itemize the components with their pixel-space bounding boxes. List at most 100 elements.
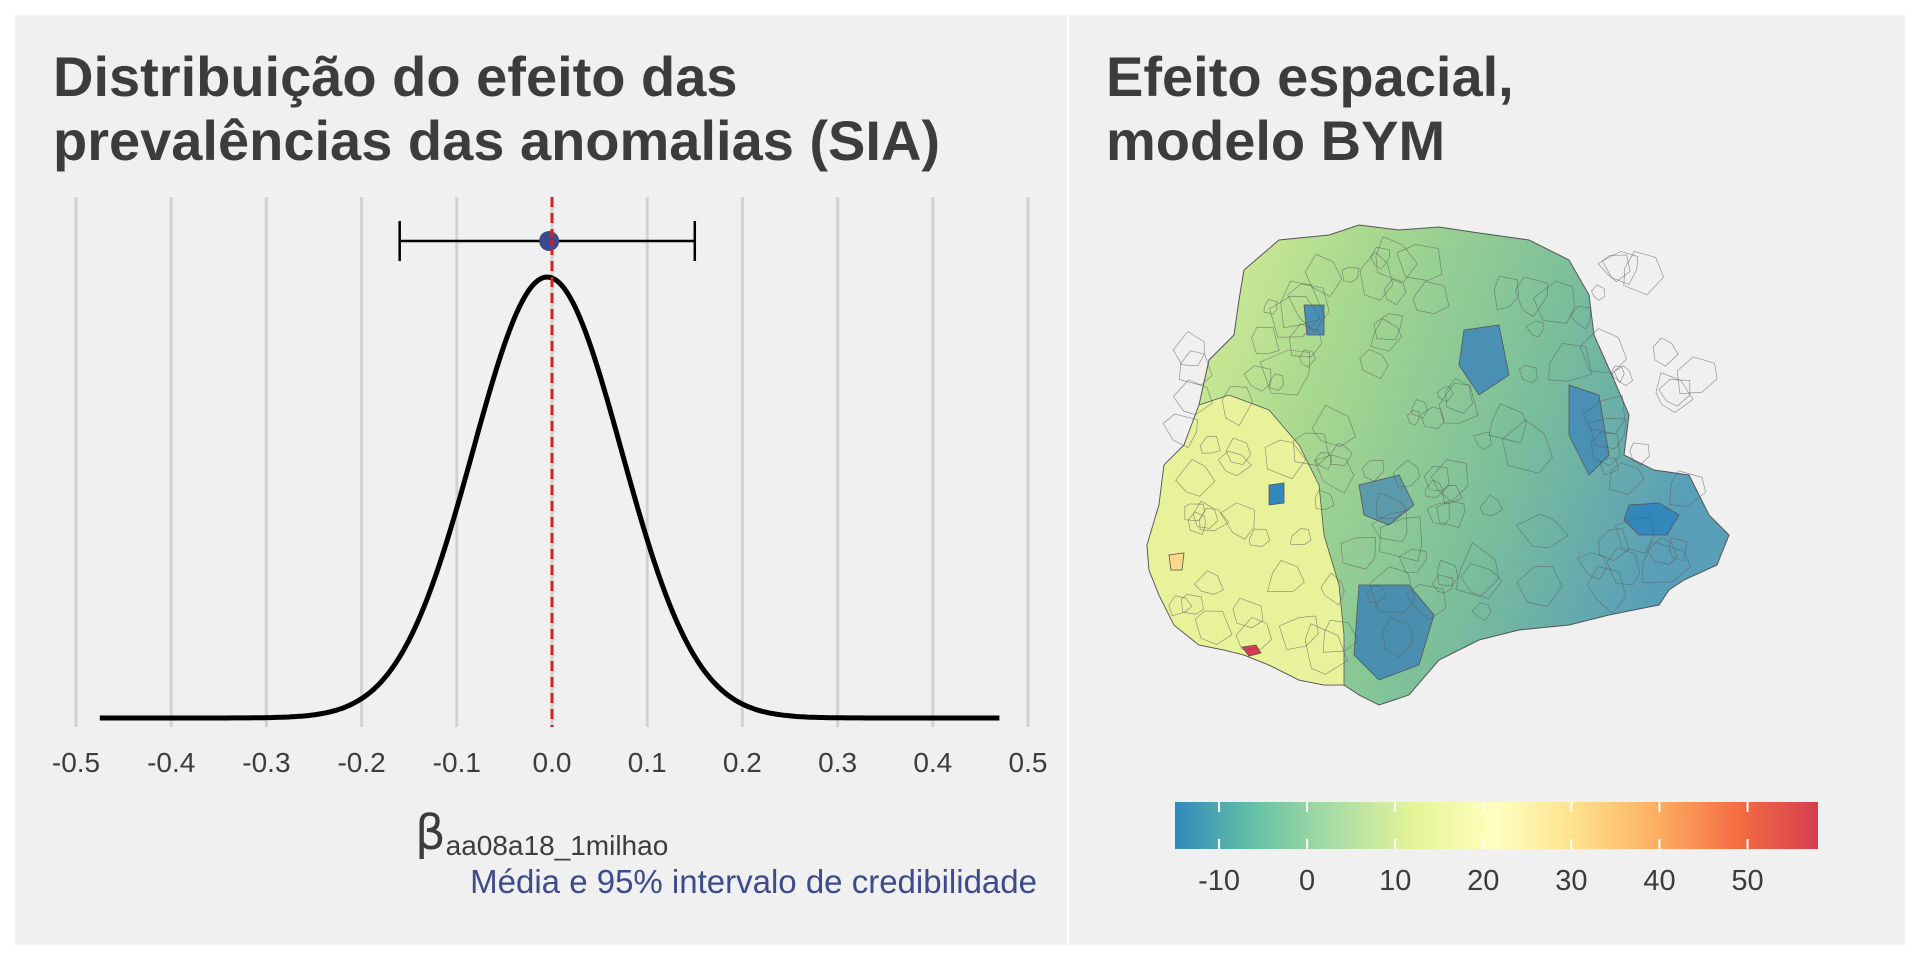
municipality-border <box>1172 331 1205 367</box>
left-chart-title: Distribuição do efeito das prevalências … <box>53 45 940 173</box>
municipality-border <box>1455 542 1500 597</box>
x-tick-label: 0.1 <box>628 747 667 778</box>
municipality-border <box>1340 537 1377 570</box>
municipality-border <box>1192 500 1219 529</box>
red-patch <box>1241 644 1262 657</box>
right-panel: Efeito espacial, modelo BYM <box>1069 15 1905 945</box>
municipality-border <box>1314 489 1335 511</box>
municipality-border <box>1311 405 1356 447</box>
municipality-border <box>1181 593 1204 615</box>
municipality-border <box>1392 459 1421 488</box>
municipality-border <box>1251 326 1280 355</box>
municipality-border <box>1601 251 1639 285</box>
x-tick-label: -0.1 <box>433 747 481 778</box>
mean-point <box>539 231 560 251</box>
municipality-border <box>1548 343 1593 382</box>
municipality-border <box>1370 246 1390 270</box>
municipality-border <box>1655 372 1694 413</box>
density-curve-group <box>99 274 1000 721</box>
blue-patch-south <box>1353 584 1435 681</box>
x-tick-labels: -0.5 -0.4 -0.3 -0.2 -0.1 0.0 0.1 0.2 0.3 0.4 0.5 <box>52 747 1048 778</box>
municipality-border <box>1382 617 1414 658</box>
x-tick-label: -0.4 <box>147 747 195 778</box>
municipality-border <box>1194 610 1233 645</box>
municipality-border <box>1598 527 1630 561</box>
colorbar-tick-label: 50 <box>1731 865 1763 897</box>
x-tick-label: 0.0 <box>533 747 572 778</box>
municipality-border <box>1194 570 1224 595</box>
municipality-border <box>1569 305 1591 330</box>
municipality-border <box>1432 574 1454 594</box>
municipality-border <box>1225 437 1252 465</box>
municipality-border <box>1269 295 1321 338</box>
municipality-border <box>1330 443 1353 466</box>
municipality-border <box>1488 403 1527 444</box>
municipality-border <box>1436 500 1465 528</box>
municipality-border <box>1232 597 1264 629</box>
municipality-border <box>1515 513 1569 549</box>
municipality-border <box>1184 503 1205 522</box>
municipality-border <box>1583 395 1626 435</box>
municipality-border <box>1314 454 1355 494</box>
municipality-border <box>1441 485 1463 505</box>
municipality-border <box>1597 254 1631 282</box>
municipality-border <box>1652 337 1679 367</box>
municipality-border <box>1406 410 1420 426</box>
municipality-border <box>1299 349 1316 368</box>
municipality-border <box>1588 418 1626 450</box>
municipality-border <box>1278 615 1319 651</box>
municipality-border <box>1359 251 1394 301</box>
right-title-line-1: Efeito espacial, <box>1106 45 1514 108</box>
municipality-border <box>1287 283 1330 333</box>
density-plot: -0.5 -0.4 -0.3 -0.2 -0.1 0.0 0.1 0.2 0.3 0.4 0.5 <box>52 197 1048 778</box>
municipality-border <box>1172 379 1213 416</box>
colorbar-tick-label: 10 <box>1379 865 1411 897</box>
municipality-border <box>1472 431 1492 451</box>
colorbar-tick-label: -10 <box>1198 865 1240 897</box>
municipality-border <box>1179 350 1213 386</box>
choropleth-map: -10 0 10 20 30 40 50 <box>1146 224 1818 897</box>
municipality-border <box>1264 439 1306 480</box>
municipality-border <box>1162 413 1198 448</box>
left-title-line-1: Distribuição do efeito das <box>53 45 738 108</box>
municipality-border <box>1243 365 1272 392</box>
western-region <box>1146 394 1345 686</box>
blue-patch-mid <box>1268 482 1285 506</box>
municipality-border <box>1412 281 1450 315</box>
municipality-border <box>1676 356 1718 394</box>
municipality-border <box>1398 548 1427 573</box>
left-title-line-2: prevalências das anomalias (SIA) <box>53 109 941 172</box>
municipality-border <box>1293 432 1330 466</box>
municipality-border <box>1383 278 1407 306</box>
municipality-borders <box>1162 236 1718 675</box>
municipality-border <box>1175 458 1216 497</box>
municipality-border <box>1168 595 1193 617</box>
colorbar <box>1175 802 1818 849</box>
municipality-border <box>1268 373 1284 391</box>
municipality-border <box>1405 584 1447 620</box>
municipality-border <box>1608 462 1645 496</box>
municipality-border <box>1501 419 1553 474</box>
municipality-border <box>1259 349 1311 396</box>
municipality-border <box>1642 541 1691 583</box>
municipality-border <box>1320 572 1345 606</box>
municipality-border <box>1369 566 1416 613</box>
municipality-border <box>1430 459 1469 503</box>
municipality-border <box>1533 280 1575 324</box>
municipality-border <box>1629 442 1650 466</box>
blue-patch-northeast <box>1568 384 1610 476</box>
municipality-border <box>1658 379 1691 407</box>
municipality-border <box>1613 365 1633 386</box>
municipality-border <box>1267 560 1305 592</box>
x-axis-label-symbol: β <box>415 805 446 861</box>
municipality-border <box>1235 617 1272 650</box>
municipality-border <box>1669 470 1706 508</box>
municipality-border <box>1359 349 1389 379</box>
municipality-border <box>1396 244 1443 281</box>
colorbar-ticks: -10 0 10 20 30 40 50 <box>1198 802 1764 897</box>
municipality-border <box>1516 565 1563 607</box>
municipality-border <box>1411 399 1428 419</box>
municipality-border <box>1362 459 1385 482</box>
municipality-border <box>1220 502 1255 540</box>
municipality-border <box>1371 510 1408 543</box>
